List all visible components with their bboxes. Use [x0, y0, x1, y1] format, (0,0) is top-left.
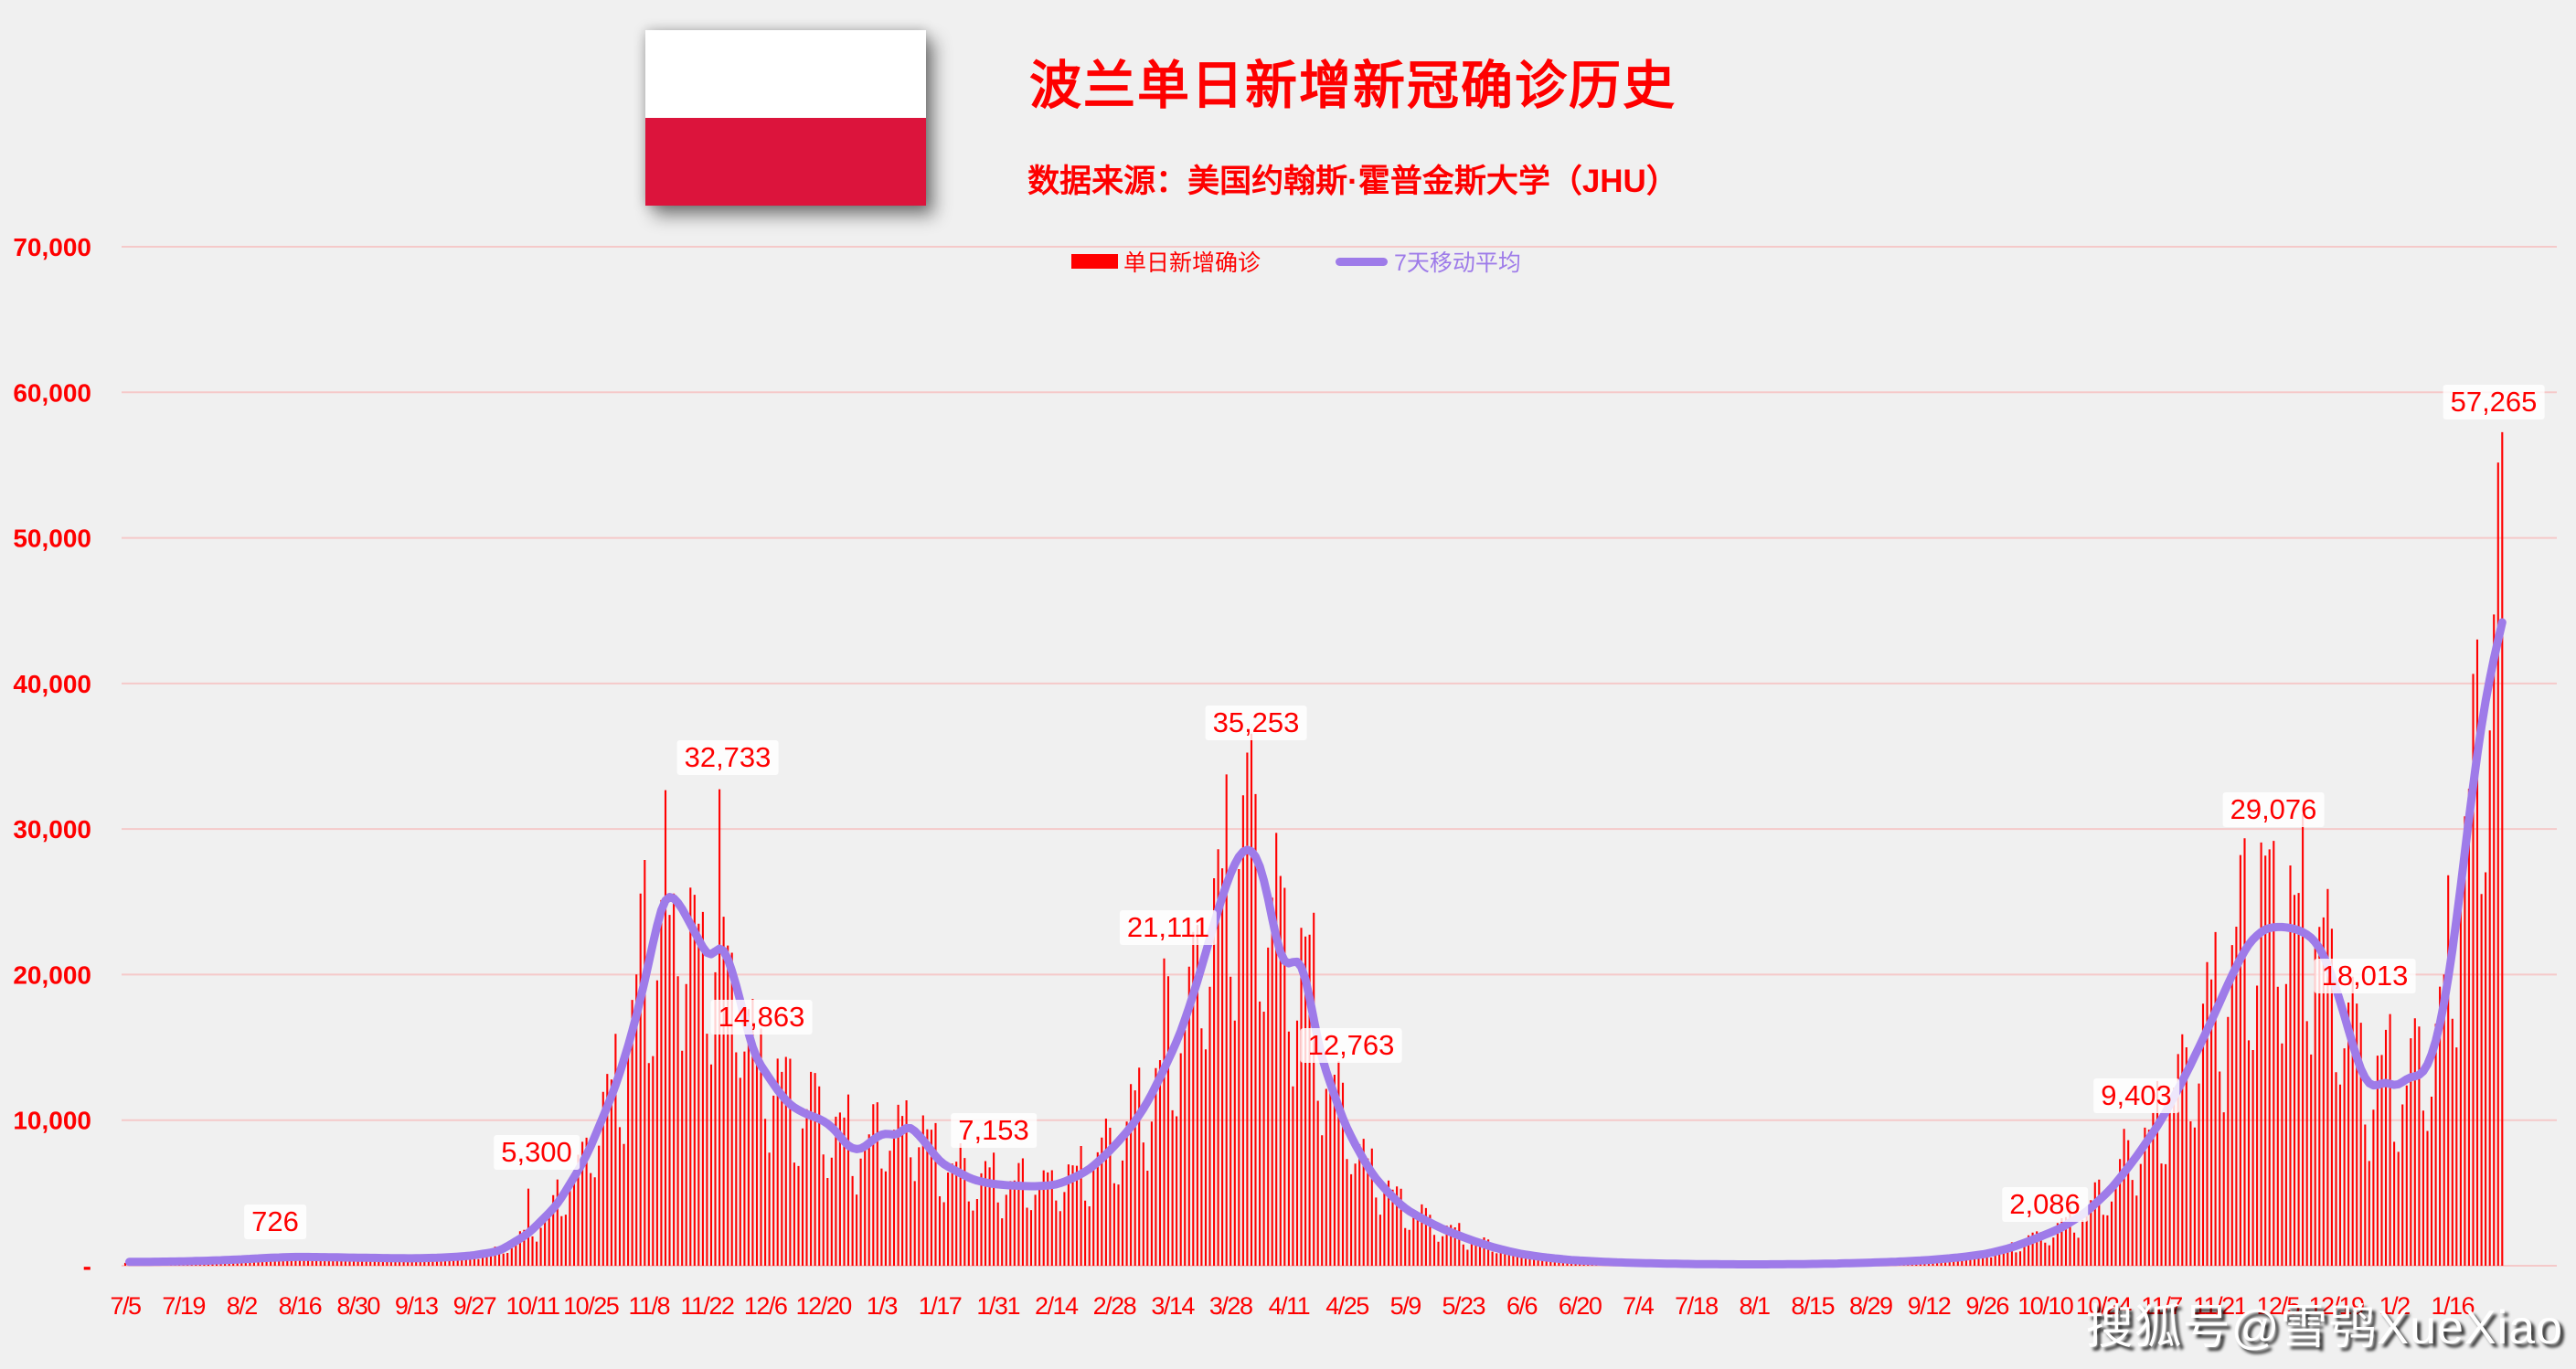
x-tick-label: 11/8 — [629, 1292, 670, 1320]
x-tick-label: 8/2 — [227, 1292, 258, 1320]
x-tick-label: 10/10 — [2017, 1292, 2073, 1320]
chart-title: 波兰单日新增新冠确诊历史 — [1029, 57, 1677, 115]
watermark: 搜狐号@雪鸮XueXiao — [2085, 1301, 2563, 1354]
annotation-label: 29,076 — [2222, 792, 2325, 827]
x-tick-label: 10/25 — [563, 1292, 619, 1320]
annotation-label: 7,153 — [951, 1113, 1037, 1148]
x-tick-label: 7/4 — [1623, 1292, 1655, 1320]
annotation-label: 35,253 — [1205, 706, 1307, 740]
chart-subtitle: 数据来源：美国约翰斯·霍普金斯大学（JHU） — [1027, 164, 1678, 199]
x-tick-label: 12/20 — [796, 1292, 852, 1320]
x-tick-label: 7/19 — [162, 1292, 205, 1320]
annotation-label: 18,013 — [2314, 959, 2416, 993]
x-tick-label: 10/11 — [506, 1292, 559, 1320]
flag-white-stripe — [645, 30, 926, 118]
legend-bar-swatch — [1071, 254, 1118, 269]
legend-item-daily-cases: 单日新增确诊 — [1071, 245, 1261, 278]
x-tick-label: 10/24 — [2076, 1292, 2133, 1320]
x-tick-label: 8/29 — [1849, 1292, 1892, 1320]
x-tick-label: 2/28 — [1093, 1292, 1136, 1320]
annotation-label: 5,300 — [494, 1135, 580, 1170]
x-tick-label: 5/23 — [1442, 1292, 1485, 1320]
x-tick-label: 12/5 — [2257, 1292, 2300, 1320]
x-tick-label: 1/3 — [867, 1292, 898, 1320]
x-tick-label: 6/20 — [1559, 1292, 1602, 1320]
x-tick-label: 4/11 — [1269, 1292, 1310, 1320]
legend-item-moving-average: 7天移动平均 — [1336, 245, 1521, 278]
x-tick-label: 8/15 — [1791, 1292, 1834, 1320]
x-tick-label: 11/7 — [2141, 1292, 2182, 1320]
line-series — [125, 618, 2507, 1268]
annotation-label: 9,403 — [2093, 1078, 2179, 1113]
y-axis-labels: 70,000 60,000 50,000 40,000 30,000 20,000 10,0… — [13, 233, 91, 1280]
x-axis-labels: 7/5 7/19 8/2 8/16 8/30 9/13 9/27 10/11 10/25 11/8… — [110, 1292, 2475, 1320]
legend: 单日新增确诊 7天移动平均 — [1071, 245, 1521, 278]
y-tick-label: 60,000 — [13, 378, 91, 407]
y-tick-label: - — [83, 1252, 91, 1280]
x-tick-label: 7/5 — [110, 1292, 141, 1320]
annotation-label: 726 — [244, 1205, 306, 1239]
y-tick-label: 20,000 — [13, 960, 91, 989]
annotation-label: 12,763 — [1300, 1028, 1402, 1063]
annotation-label: 57,265 — [2443, 385, 2545, 419]
x-tick-label: 9/27 — [453, 1292, 496, 1320]
x-tick-label: 7/18 — [1675, 1292, 1718, 1320]
annotation-label: 2,086 — [2002, 1187, 2088, 1222]
legend-line-label: 7天移动平均 — [1394, 250, 1521, 276]
y-tick-label: 70,000 — [13, 233, 91, 261]
y-tick-label: 30,000 — [13, 815, 91, 844]
legend-line-swatch — [1336, 257, 1389, 266]
x-tick-label: 3/28 — [1209, 1292, 1252, 1320]
x-tick-label: 3/14 — [1151, 1292, 1195, 1320]
x-tick-label: 8/30 — [336, 1292, 379, 1320]
x-tick-label: 1/17 — [919, 1292, 962, 1320]
x-tick-label: 9/12 — [1908, 1292, 1951, 1320]
x-tick-label: 11/22 — [680, 1292, 734, 1320]
flag-red-stripe — [645, 118, 926, 206]
x-tick-label: 12/19 — [2308, 1292, 2364, 1320]
x-tick-label: 1/2 — [2379, 1292, 2411, 1320]
annotation-label: 14,863 — [710, 1000, 813, 1035]
x-tick-label: 11/21 — [2193, 1292, 2247, 1320]
y-tick-label: 40,000 — [13, 670, 91, 698]
legend-bar-label: 单日新增确诊 — [1123, 250, 1261, 276]
x-tick-label: 12/6 — [744, 1292, 787, 1320]
y-tick-label: 50,000 — [13, 525, 91, 553]
annotation-label: 32,733 — [676, 740, 779, 775]
poland-flag — [645, 30, 926, 206]
x-tick-label: 5/9 — [1390, 1292, 1421, 1320]
x-tick-label: 9/13 — [395, 1292, 438, 1320]
y-tick-label: 10,000 — [13, 1107, 91, 1135]
annotation-label: 21,111 — [1119, 910, 1218, 945]
x-tick-label: 1/16 — [2432, 1292, 2475, 1320]
x-tick-label: 1/31 — [976, 1292, 1019, 1320]
moving-average-line — [125, 618, 2507, 1268]
x-tick-label: 4/25 — [1325, 1292, 1368, 1320]
x-tick-label: 9/26 — [1965, 1292, 2008, 1320]
x-tick-label: 2/14 — [1035, 1292, 1079, 1320]
x-tick-label: 8/16 — [279, 1292, 322, 1320]
x-tick-label: 8/1 — [1739, 1292, 1770, 1320]
x-tick-label: 6/6 — [1506, 1292, 1538, 1320]
